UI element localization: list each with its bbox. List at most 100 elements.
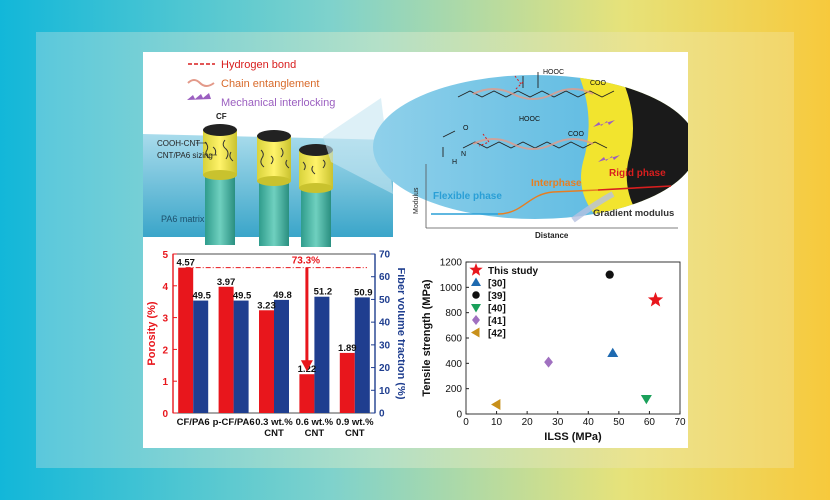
sizing-label: CNT/PA6 sizing bbox=[157, 151, 213, 160]
legend-marker bbox=[472, 291, 480, 299]
fiber-fraction-value-label: 49.5 bbox=[233, 291, 252, 302]
tensile-ilss-scatter: 0 10 20 30 40 50 60 70 0 200 400 600 800 1000 1200 ILSS… bbox=[421, 258, 686, 444]
category-label: CNT bbox=[305, 428, 325, 439]
legend-label: [40] bbox=[488, 304, 506, 315]
schematic: Hydrogen bond Chain entanglement Mechani… bbox=[143, 59, 688, 247]
category-label: p-CF/PA6 bbox=[213, 417, 255, 428]
x-tick-label: 40 bbox=[583, 417, 595, 428]
left-tick-label: 5 bbox=[162, 250, 168, 261]
legend-marker bbox=[471, 277, 481, 286]
coo-mid: COO bbox=[568, 131, 585, 138]
reduction-annotation: 73.3% bbox=[292, 256, 320, 267]
porosity-value-label: 1.89 bbox=[338, 343, 357, 354]
right-tick-label: 50 bbox=[379, 295, 391, 306]
porosity-axis-title: Porosity (%) bbox=[146, 301, 158, 366]
porosity-value-label: 4.57 bbox=[176, 258, 195, 269]
fiber-fraction-bar bbox=[354, 297, 370, 413]
right-tick-label: 40 bbox=[379, 318, 391, 329]
fiber-fraction-axis-title: Fiber volume fraction (%) bbox=[395, 267, 405, 399]
legend-marker bbox=[469, 263, 483, 276]
y-tick-label: 400 bbox=[445, 359, 462, 370]
fiber-fraction-bar bbox=[193, 300, 209, 413]
reduction-arrow-head bbox=[300, 360, 313, 372]
data-point bbox=[605, 270, 614, 279]
legend-marker bbox=[472, 315, 480, 325]
category-label: CNT bbox=[345, 428, 365, 439]
data-point bbox=[607, 347, 619, 358]
y-tick-label: 800 bbox=[445, 308, 462, 319]
left-tick-label: 1 bbox=[162, 377, 168, 388]
flexible-phase-label: Flexible phase bbox=[433, 191, 502, 202]
fiber-fraction-bar bbox=[274, 299, 289, 413]
legend-label: [39] bbox=[488, 291, 506, 302]
left-tick-label: 4 bbox=[162, 282, 168, 293]
porosity-bar bbox=[299, 374, 315, 413]
fiber-fraction-value-label: 49.5 bbox=[192, 291, 211, 302]
data-point bbox=[544, 356, 553, 368]
left-tick-label: 0 bbox=[162, 409, 168, 420]
right-tick-label: 0 bbox=[379, 409, 385, 420]
category-label: 0.6 wt.% bbox=[296, 417, 334, 428]
left-tick-label: 2 bbox=[162, 345, 168, 356]
porosity-bar bbox=[339, 352, 355, 413]
fiber-1 bbox=[203, 124, 237, 245]
n-label: N bbox=[461, 151, 466, 158]
x-tick-label: 70 bbox=[674, 417, 686, 428]
right-tick-label: 20 bbox=[379, 363, 391, 374]
x-tick-label: 20 bbox=[522, 417, 534, 428]
fiber-fraction-bar bbox=[233, 300, 249, 413]
legend-hydrogen-bond: Hydrogen bond bbox=[221, 59, 296, 71]
distance-axis-label: Distance bbox=[535, 231, 569, 240]
legend-mechanical-interlocking: Mechanical interlocking bbox=[221, 97, 335, 109]
fiber-fraction-value-label: 50.9 bbox=[354, 287, 373, 298]
data-point bbox=[647, 292, 664, 307]
mechanical-interlocking-swatch bbox=[187, 93, 211, 100]
legend-label: [30] bbox=[488, 279, 506, 290]
cf-label: CF bbox=[216, 112, 227, 121]
y-axis-title: Tensile strength (MPa) bbox=[421, 279, 433, 396]
fiber-3 bbox=[299, 144, 333, 247]
coo-top: COO bbox=[590, 80, 607, 87]
porosity-bar bbox=[218, 286, 234, 413]
porosity-value-label: 3.23 bbox=[257, 300, 276, 311]
y-tick-label: 1200 bbox=[440, 258, 463, 269]
fiber-fraction-value-label: 49.8 bbox=[273, 290, 292, 301]
category-label: CNT bbox=[264, 428, 284, 439]
category-label: CF/PA6 bbox=[177, 417, 210, 428]
legend-marker bbox=[471, 327, 480, 338]
gradient-modulus-label: Gradient modulus bbox=[593, 208, 674, 219]
modulus-axis-label: Modulus bbox=[413, 187, 420, 214]
x-axis-title: ILSS (MPa) bbox=[544, 431, 602, 443]
legend-marker bbox=[471, 304, 481, 313]
x-tick-label: 0 bbox=[463, 417, 469, 428]
y-tick-label: 200 bbox=[445, 384, 462, 395]
fiber-2 bbox=[257, 130, 291, 246]
data-point bbox=[640, 394, 652, 405]
porosity-value-label: 3.97 bbox=[217, 277, 236, 288]
x-tick-label: 60 bbox=[644, 417, 656, 428]
o-label: O bbox=[463, 125, 469, 132]
y-tick-label: 600 bbox=[445, 334, 462, 345]
porosity-bar bbox=[259, 310, 274, 413]
matrix-label: PA6 matrix bbox=[161, 214, 205, 224]
legend-label: [42] bbox=[488, 329, 506, 340]
legend-label: This study bbox=[488, 266, 538, 277]
rigid-phase-label: Rigid phase bbox=[609, 168, 666, 179]
right-tick-label: 70 bbox=[379, 250, 391, 261]
legend-chain-entanglement: Chain entanglement bbox=[221, 78, 319, 90]
figure-panel: Hydrogen bond Chain entanglement Mechani… bbox=[143, 52, 688, 448]
fiber-fraction-bar bbox=[314, 296, 330, 413]
data-point bbox=[491, 399, 501, 410]
y-tick-label: 0 bbox=[456, 410, 462, 421]
h-label: H bbox=[452, 159, 457, 166]
x-tick-label: 50 bbox=[613, 417, 625, 428]
interphase-label: Interphase bbox=[531, 178, 582, 189]
chain-entanglement-swatch bbox=[187, 79, 215, 87]
fiber-fraction-value-label: 51.2 bbox=[314, 287, 333, 298]
left-tick-label: 3 bbox=[162, 314, 168, 325]
porosity-bar bbox=[178, 267, 194, 413]
x-tick-label: 10 bbox=[491, 417, 503, 428]
hooc-mid: HOOC bbox=[519, 116, 540, 123]
right-tick-label: 30 bbox=[379, 340, 391, 351]
